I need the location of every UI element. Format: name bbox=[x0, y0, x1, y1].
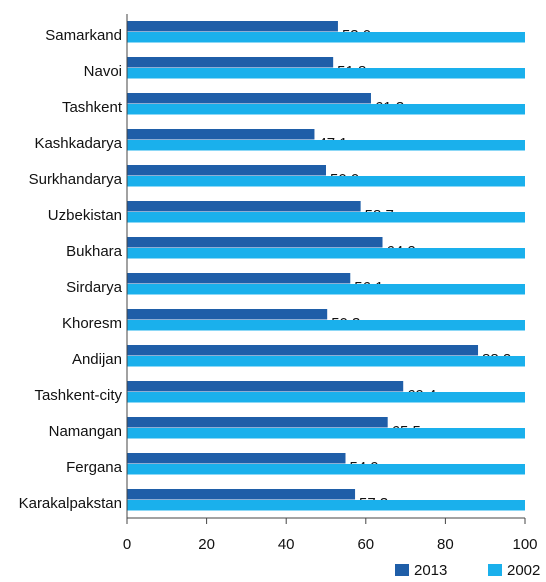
bar bbox=[127, 93, 371, 104]
bar bbox=[127, 32, 525, 43]
bar bbox=[127, 356, 525, 367]
bar bbox=[127, 417, 388, 428]
y-tick-label: Kashkadarya bbox=[34, 135, 122, 152]
bar bbox=[127, 176, 525, 187]
legend-label: 2013 bbox=[414, 562, 447, 579]
legend-swatch bbox=[488, 564, 502, 576]
y-tick-label: Samarkand bbox=[45, 27, 122, 44]
bar bbox=[127, 464, 525, 475]
y-tick-label: Fergana bbox=[66, 459, 123, 476]
bar bbox=[127, 212, 525, 223]
bar bbox=[127, 489, 356, 500]
bar bbox=[127, 273, 351, 284]
x-tick-label: 40 bbox=[278, 536, 295, 553]
bar bbox=[127, 309, 328, 320]
bar bbox=[127, 320, 525, 331]
y-tick-label: Andijan bbox=[72, 351, 122, 368]
y-tick-label: Sirdarya bbox=[66, 279, 123, 296]
y-tick-label: Tashkent bbox=[62, 99, 123, 116]
y-tick-label: Khoresm bbox=[62, 315, 122, 332]
bar bbox=[127, 68, 525, 79]
y-tick-label: Uzbekistan bbox=[48, 207, 122, 224]
y-tick-label: Bukhara bbox=[66, 243, 123, 260]
x-tick-label: 0 bbox=[123, 536, 131, 553]
bar bbox=[127, 21, 338, 32]
bar bbox=[127, 201, 361, 212]
bar bbox=[127, 284, 525, 295]
legend-swatch bbox=[395, 564, 409, 576]
bar bbox=[127, 500, 525, 511]
bar bbox=[127, 57, 334, 68]
bar bbox=[127, 237, 383, 248]
y-tick-label: Karakalpakstan bbox=[19, 495, 122, 512]
bar bbox=[127, 392, 525, 403]
bar bbox=[127, 248, 525, 259]
y-tick-label: Surkhandarya bbox=[29, 171, 123, 188]
x-tick-label: 20 bbox=[198, 536, 215, 553]
bar bbox=[127, 165, 326, 176]
x-tick-label: 100 bbox=[512, 536, 537, 553]
bar bbox=[127, 428, 525, 439]
y-tick-label: Tashkent-city bbox=[34, 387, 122, 404]
y-tick-label: Navoi bbox=[84, 63, 122, 80]
bar bbox=[127, 345, 479, 356]
y-tick-label: Namangan bbox=[49, 423, 122, 440]
x-tick-label: 80 bbox=[437, 536, 454, 553]
legend-label: 2002 bbox=[507, 562, 540, 579]
bar bbox=[127, 140, 525, 151]
x-tick-label: 60 bbox=[357, 536, 374, 553]
bar bbox=[127, 381, 404, 392]
bar bbox=[127, 129, 315, 140]
bar bbox=[127, 453, 346, 464]
bar bbox=[127, 104, 525, 115]
